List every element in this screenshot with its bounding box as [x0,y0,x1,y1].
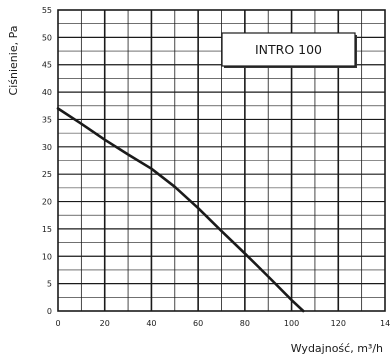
x-tick-label: 80 [240,319,250,328]
x-tick-label: 60 [193,319,203,328]
legend-box [221,32,356,67]
y-axis-label: Ciśnienie, Pa [7,26,20,96]
x-tick-label: 20 [100,319,110,328]
legend-entry: INTRO 100 [255,42,322,57]
plot-frame [57,9,386,312]
y-tick-label: 0 [47,307,52,316]
y-tick-label: 30 [42,143,52,152]
y-tick-label: 10 [42,252,52,261]
x-tick-label: 14 [380,319,390,328]
y-tick-label: 50 [42,33,52,42]
y-tick-label: 20 [42,198,52,207]
x-tick-label: 40 [146,319,156,328]
y-tick-label: 35 [42,115,52,124]
y-tick-label: 45 [42,61,52,70]
y-tick-label: 55 [42,6,52,15]
y-tick-label: 25 [42,170,52,179]
x-tick-label: 120 [331,319,346,328]
y-tick-label: 5 [47,280,52,289]
x-tick-label: 0 [55,319,60,328]
x-tick-label: 100 [284,319,299,328]
x-axis-label: Wydajność, m³/h [291,342,383,355]
series-line [56,107,305,313]
y-tick-label: 40 [42,88,52,97]
y-tick-label: 15 [42,225,52,234]
